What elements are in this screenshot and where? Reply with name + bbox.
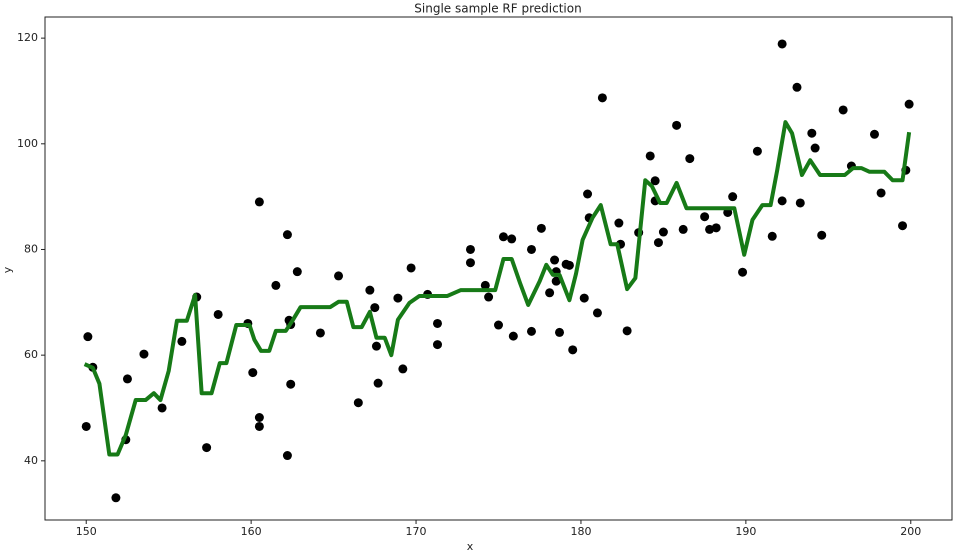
x-tick-label: 170	[406, 525, 427, 538]
scatter-point	[622, 326, 632, 336]
scatter-point	[711, 223, 721, 233]
scatter-point	[658, 227, 668, 237]
scatter-point	[550, 255, 560, 265]
scatter-point	[365, 285, 375, 295]
scatter-point	[700, 212, 710, 222]
scatter-point	[254, 197, 264, 207]
scatter-point	[292, 267, 302, 277]
scatter-point	[254, 412, 264, 422]
scatter-point	[315, 328, 325, 338]
scatter-point	[248, 368, 258, 378]
scatter-point	[592, 308, 602, 318]
scatter-point	[393, 293, 403, 303]
scatter-point	[83, 332, 93, 342]
prediction-line	[83, 120, 912, 457]
x-tick-label: 200	[900, 525, 921, 538]
scatter-point	[817, 230, 827, 240]
scatter-point	[398, 364, 408, 374]
chart-title: Single sample RF prediction	[414, 2, 581, 16]
scatter-point	[432, 318, 442, 328]
scatter-point	[777, 196, 787, 206]
scatter-point	[645, 151, 655, 161]
scatter-point	[498, 232, 508, 242]
scatter-point	[465, 244, 475, 254]
scatter-point	[767, 231, 777, 241]
scatter-point	[282, 230, 292, 240]
scatter-point	[81, 421, 91, 431]
y-tick-label: 100	[17, 137, 38, 150]
scatter-point	[904, 99, 914, 109]
scatter-point	[371, 341, 381, 351]
scatter-point	[545, 288, 555, 298]
scatter-point	[465, 258, 475, 268]
scatter-point	[536, 223, 546, 233]
scatter-point	[597, 93, 607, 103]
x-tick-label: 150	[76, 525, 97, 538]
scatter-point	[650, 176, 660, 186]
x-axis-label: x	[467, 540, 474, 553]
scatter-point	[334, 271, 344, 281]
x-tick-label: 160	[241, 525, 262, 538]
x-tick-label: 180	[570, 525, 591, 538]
y-axis-label: y	[1, 266, 14, 273]
scatter-point	[672, 120, 682, 130]
scatter-point	[202, 443, 212, 453]
scatter-point	[271, 280, 281, 290]
scatter-point	[177, 336, 187, 346]
scatter-point	[807, 128, 817, 138]
scatter-point	[507, 234, 517, 244]
y-tick-label: 60	[24, 348, 38, 361]
scatter-point	[568, 345, 578, 355]
scatter-point	[526, 326, 536, 336]
scatter-point	[111, 493, 121, 503]
scatter-point	[678, 224, 688, 234]
scatter-point	[494, 320, 503, 330]
scatter-point	[752, 146, 762, 156]
scatter-point	[564, 260, 574, 270]
scatter-point	[685, 154, 695, 164]
scatter-point	[614, 218, 624, 228]
scatter-point	[579, 293, 589, 303]
scatter-point	[555, 327, 565, 337]
scatter-point	[353, 398, 363, 408]
scatter-point	[810, 143, 820, 153]
scatter-point	[373, 378, 383, 388]
scatter-point	[653, 238, 663, 248]
scatter-point	[869, 129, 879, 139]
y-tick-label: 80	[24, 242, 38, 255]
scatter-point	[551, 276, 561, 286]
x-tick-label: 190	[735, 525, 756, 538]
scatter-point	[508, 331, 518, 341]
plot-frame	[44, 16, 953, 521]
scatter-point	[484, 292, 494, 302]
y-tick-label: 120	[17, 31, 38, 44]
scatter-point	[432, 340, 442, 350]
scatter-point	[406, 263, 416, 273]
scatter-point	[526, 244, 536, 254]
scatter-point	[139, 349, 149, 359]
scatter-point	[777, 39, 787, 49]
scatter-point	[898, 221, 908, 231]
scatter-point	[838, 105, 848, 115]
scatter-point	[795, 198, 805, 208]
scatter-point	[583, 189, 593, 199]
scatter-point	[213, 309, 223, 319]
scatter-point	[254, 421, 264, 431]
scatter-point	[876, 188, 886, 198]
scatter-point	[282, 451, 292, 461]
scatter-point	[792, 82, 802, 92]
scatter-point	[738, 267, 748, 277]
y-tick-label: 40	[24, 454, 38, 467]
scatter-point	[286, 379, 296, 389]
scatter-point	[157, 403, 167, 413]
scatter-point	[370, 303, 380, 313]
scatter-point	[480, 280, 490, 290]
scatter-point	[728, 192, 738, 202]
scatter-point	[122, 374, 132, 384]
